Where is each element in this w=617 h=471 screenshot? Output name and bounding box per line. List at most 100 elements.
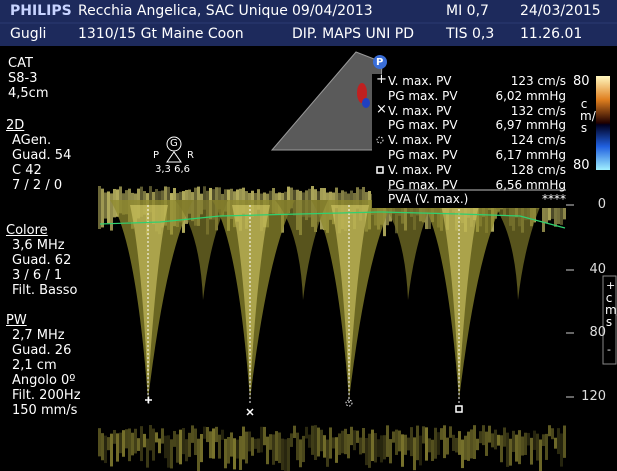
noise bbox=[305, 426, 308, 439]
scale-tick-label: 120 bbox=[581, 389, 606, 404]
noise bbox=[179, 429, 182, 465]
noise bbox=[431, 439, 434, 461]
noise bbox=[416, 425, 419, 461]
noise bbox=[101, 433, 104, 461]
noise bbox=[476, 438, 479, 451]
noise bbox=[506, 432, 509, 467]
mi-index: MI 0,7 bbox=[446, 3, 489, 19]
noise bbox=[329, 427, 332, 459]
measure-label: PVA (V. max.) bbox=[388, 192, 469, 207]
noise bbox=[449, 426, 452, 438]
noise bbox=[536, 433, 539, 461]
exam-time: 11.26.01 bbox=[520, 26, 583, 42]
noise bbox=[401, 434, 404, 467]
setting: Guad. 54 bbox=[12, 148, 72, 163]
noise bbox=[491, 433, 494, 448]
noise bbox=[317, 427, 320, 457]
noise bbox=[440, 428, 443, 440]
noise bbox=[443, 425, 446, 459]
noise bbox=[278, 432, 281, 464]
noise bbox=[296, 432, 299, 461]
setting: 2,7 MHz bbox=[12, 328, 65, 343]
setting: Guad. 62 bbox=[12, 253, 72, 268]
noise bbox=[209, 431, 212, 459]
colorbar-bottom: 80 bbox=[573, 158, 590, 173]
brand: PHILIPS bbox=[10, 3, 72, 19]
noise bbox=[458, 431, 461, 455]
noise bbox=[455, 437, 458, 453]
noise bbox=[527, 432, 530, 446]
noise bbox=[152, 428, 155, 461]
noise bbox=[290, 187, 293, 209]
noise bbox=[284, 439, 287, 471]
noise bbox=[326, 439, 329, 467]
noise bbox=[110, 433, 113, 467]
noise bbox=[554, 437, 557, 449]
flow-core bbox=[130, 205, 168, 390]
noise bbox=[281, 438, 284, 471]
flow-envelope bbox=[490, 200, 543, 300]
noise bbox=[356, 430, 359, 443]
noise bbox=[542, 193, 545, 232]
noise bbox=[293, 425, 296, 439]
section-title: 2D bbox=[6, 118, 25, 133]
setting: 3,6 MHz bbox=[12, 238, 65, 253]
gate-values: 3,3 6,6 bbox=[155, 164, 190, 175]
noise bbox=[446, 437, 449, 455]
probe-marker bbox=[373, 55, 387, 69]
noise bbox=[287, 186, 290, 214]
marker-plus: + bbox=[376, 72, 387, 87]
noise bbox=[410, 427, 413, 457]
noise bbox=[290, 433, 293, 447]
noise bbox=[500, 435, 503, 463]
noise bbox=[557, 428, 560, 455]
noise bbox=[524, 432, 527, 455]
noise bbox=[260, 426, 263, 453]
noise bbox=[251, 437, 254, 456]
noise bbox=[461, 439, 464, 469]
noise bbox=[557, 192, 560, 225]
probe-info: CAT bbox=[8, 56, 33, 71]
noise bbox=[125, 429, 128, 449]
color-flow bbox=[362, 98, 370, 108]
measure-value: 6,97 mmHg bbox=[495, 118, 566, 133]
noise bbox=[350, 426, 353, 446]
noise bbox=[545, 433, 548, 460]
noise bbox=[371, 429, 374, 462]
noise bbox=[104, 192, 107, 219]
measure-value: **** bbox=[542, 192, 566, 207]
noise bbox=[149, 186, 152, 213]
measure-panel bbox=[372, 74, 570, 208]
case-id: 1310/15 Gt Maine Coon bbox=[78, 26, 244, 42]
noise bbox=[275, 431, 278, 461]
noise bbox=[203, 426, 206, 439]
noise bbox=[239, 436, 242, 470]
noise bbox=[182, 427, 185, 455]
noise bbox=[161, 428, 164, 444]
noise bbox=[257, 189, 260, 210]
noise bbox=[503, 427, 506, 447]
patient-name: Recchia Angelica, SAC Unique bbox=[78, 3, 288, 19]
noise bbox=[155, 432, 158, 443]
noise bbox=[533, 430, 536, 450]
noise bbox=[170, 439, 173, 469]
noise bbox=[167, 435, 170, 468]
setting: Angolo 0º bbox=[12, 373, 76, 388]
noise bbox=[185, 439, 188, 462]
caliper-plus bbox=[145, 396, 152, 404]
noise bbox=[551, 428, 554, 440]
measure-value: 132 cm/s bbox=[510, 103, 566, 118]
noise bbox=[338, 433, 341, 455]
noise bbox=[212, 428, 215, 459]
noise bbox=[383, 435, 386, 460]
measure-label: V. max. PV bbox=[388, 133, 452, 148]
colorbar-unit: cm/s bbox=[580, 97, 596, 135]
ecg-trace bbox=[99, 211, 566, 229]
noise bbox=[464, 435, 467, 460]
section-title: Colore bbox=[6, 223, 48, 238]
noise bbox=[299, 439, 302, 468]
setting: 7 / 2 / 0 bbox=[12, 178, 63, 193]
g-circle bbox=[166, 136, 182, 152]
measure-value: 123 cm/s bbox=[510, 74, 566, 88]
